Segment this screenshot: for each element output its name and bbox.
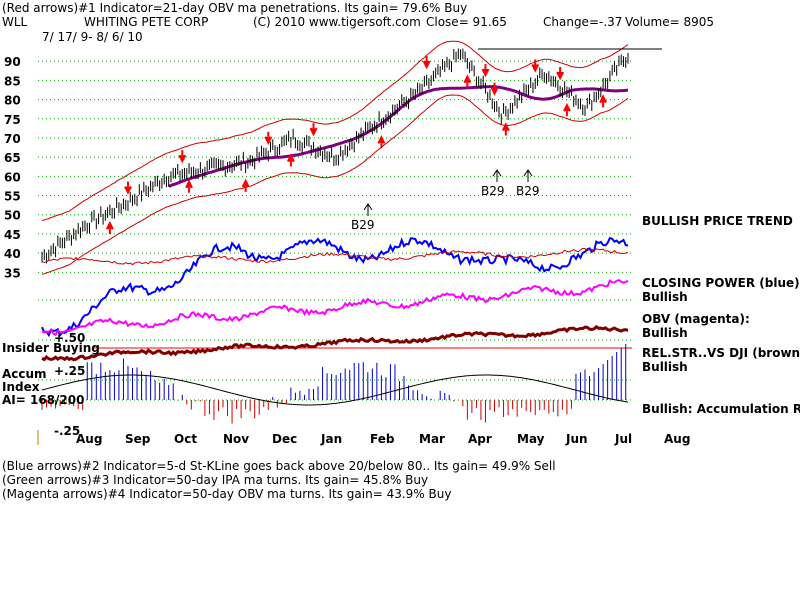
y-tick-label: 85 (4, 74, 21, 88)
copyright-text: (C) 2010 www.tigersoft.com (253, 15, 421, 29)
x-tick-label: Jan (320, 432, 342, 446)
y-tick-label: 90 (4, 55, 21, 69)
upper-band (41, 40, 629, 221)
x-tick-label: Apr (468, 432, 492, 446)
x-tick-label: Aug (664, 432, 690, 446)
ticker-symbol: WLL (2, 15, 28, 29)
x-tick-label: Oct (174, 432, 197, 446)
rel-strength-label: REL.STR..VS DJI (brown): (642, 346, 800, 360)
x-tick-label: Jun (565, 432, 588, 446)
b29-arrow (363, 203, 373, 216)
b29-annotation: B29 (481, 184, 505, 198)
y-tick-label: 80 (4, 94, 21, 108)
accum-ma-line (41, 374, 629, 406)
b29-annotation: B29 (351, 218, 375, 232)
sell-arrow (422, 56, 431, 70)
y-tick-label: 75 (4, 113, 21, 127)
buy-arrow (599, 94, 608, 108)
sell-arrow (490, 82, 499, 96)
buy-arrow (241, 178, 250, 192)
signal-arrows (105, 48, 662, 235)
obv-line (42, 278, 629, 337)
buy-arrow (377, 135, 386, 149)
sell-arrow (531, 59, 540, 73)
accum-minus25: -.25 (54, 424, 81, 438)
ai-value: AI= 168/200 (2, 393, 85, 407)
grid-lines (37, 60, 632, 445)
b29-arrow (492, 169, 502, 182)
y-tick-label: 50 (4, 209, 21, 223)
buy-arrow (286, 153, 295, 167)
x-tick-label: Mar (419, 432, 445, 446)
sell-arrow (264, 131, 273, 146)
price-change: Change=-.37 (543, 15, 623, 29)
buy-arrow (563, 102, 571, 117)
sell-arrow (481, 64, 490, 78)
indicator-3-legend: (Green arrows)#3 Indicator=50-day IPA ma… (2, 473, 429, 487)
sell-arrow (556, 67, 565, 81)
x-tick-label: Nov (223, 432, 249, 446)
closing-power-line (41, 236, 629, 338)
sell-arrow (124, 181, 132, 195)
company-name: WHITING PETE CORP (84, 15, 209, 29)
accum-status: Bullish: Accumulation Rising (642, 402, 800, 416)
rel-strength-line (41, 324, 629, 362)
y-tick-label: 60 (4, 170, 21, 184)
x-tick-label: Jul (614, 432, 632, 446)
closing-power-status: Bullish (642, 290, 688, 304)
x-tick-labels: Aug Sep Oct Nov Dec Jan Feb Mar Apr May Jun Jul Aug (76, 432, 690, 446)
buy-arrow (463, 74, 472, 88)
lower-band (41, 94, 629, 275)
b29-annotation: B29 (516, 184, 540, 198)
y-tick-label: 40 (4, 247, 21, 261)
closing-power-label: CLOSING POWER (blue): (642, 276, 800, 290)
buy-arrow (501, 122, 510, 136)
indicator-4-legend: (Magenta arrows)#4 Indicator=50-day OBV … (2, 487, 452, 501)
y-tick-label: 45 (4, 228, 21, 242)
rel-strength-status: Bullish (642, 360, 688, 374)
accum-plus50: +.50 (54, 331, 86, 345)
x-tick-label: Dec (272, 432, 297, 446)
buy-arrow (185, 179, 193, 193)
x-tick-label: Feb (370, 432, 395, 446)
close-price: Close= 91.65 (426, 15, 507, 29)
lower-indicators (41, 236, 629, 362)
ma-hidden (42, 83, 490, 179)
trend-label: BULLISH PRICE TREND (642, 214, 793, 228)
x-tick-label: May (517, 432, 545, 446)
accum-plus25: +.25 (54, 364, 86, 378)
y-tick-label: 35 (4, 266, 21, 280)
accumulation-histogram (41, 344, 629, 424)
obv-status: Bullish (642, 326, 688, 340)
sell-arrow (309, 123, 318, 137)
price-bars (41, 48, 629, 264)
accum-label-1: Accum (2, 367, 47, 381)
buy-arrow (105, 220, 114, 235)
y-tick-label: 65 (4, 151, 21, 165)
accum-label-2: Index (2, 380, 40, 394)
x-tick-label: Aug (76, 432, 102, 446)
b29-arrow (523, 169, 533, 182)
date-range: 7/ 17/ 9- 8/ 6/ 10 (42, 30, 143, 44)
sell-arrow (178, 150, 187, 164)
y-tick-label: 70 (4, 132, 21, 146)
price-bands (41, 40, 629, 275)
y-tick-label: 55 (4, 190, 21, 204)
volume: Volume= 8905 (625, 15, 715, 29)
moving-average (168, 85, 629, 188)
obv-label: OBV (magenta): (642, 312, 750, 326)
indicator-1-legend: (Red arrows)#1 Indicator=21-day OBV ma p… (2, 1, 468, 15)
x-tick-label: Sep (125, 432, 151, 446)
insider-buying-label: Insider Buying (2, 341, 100, 355)
indicator-2-legend: (Blue arrows)#2 Indicator=5-d St-KLine g… (2, 459, 556, 473)
y-tick-labels: 35 40 45 50 55 60 65 70 75 80 85 90 (4, 55, 21, 280)
closing-power-ma (41, 247, 629, 266)
